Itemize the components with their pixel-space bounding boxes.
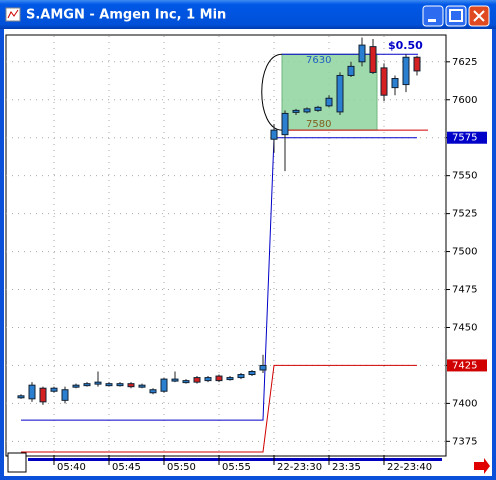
- price-marker-label: 7575: [452, 133, 477, 144]
- candle-body: [61, 389, 69, 401]
- y-tick-label: 7600: [452, 95, 477, 106]
- chart-background: [4, 29, 492, 476]
- candle-body: [94, 381, 102, 385]
- window-title: S.AMGN - Amgen Inc, 1 Min: [26, 8, 226, 23]
- x-tick-label: 22-23:40: [387, 462, 432, 473]
- minimize-button[interactable]: [422, 5, 444, 27]
- candle-body: [303, 108, 311, 113]
- candle-body: [116, 383, 124, 387]
- candle-body: [226, 377, 234, 381]
- title-bar: [0, 0, 496, 29]
- y-tick-label: 7375: [452, 436, 477, 447]
- app-icon-glyph: [7, 9, 19, 19]
- candle-body: [391, 78, 399, 89]
- candle-body: [237, 374, 245, 379]
- candle-body: [193, 377, 201, 383]
- candle-body: [270, 129, 278, 140]
- price-marker: [447, 359, 487, 372]
- candle-body: [182, 380, 190, 384]
- candle-body: [171, 378, 179, 382]
- scroll-bar: [28, 458, 442, 461]
- y-tick-label: 7625: [452, 57, 477, 68]
- y-tick-label: 7450: [452, 322, 477, 333]
- measure-low-label: 7580: [306, 119, 331, 130]
- candle-body: [281, 112, 289, 136]
- x-tick-label: 05:55: [222, 462, 251, 473]
- candle-body: [336, 74, 344, 113]
- candle-body: [347, 65, 355, 76]
- candle-body: [413, 56, 421, 72]
- candle-body: [50, 387, 58, 392]
- candle-body: [358, 44, 366, 63]
- scroll-box[interactable]: [7, 452, 27, 473]
- y-tick-label: 7400: [452, 398, 477, 409]
- candle-body: [292, 109, 300, 113]
- candle-body: [105, 383, 113, 387]
- candle-body: [325, 97, 333, 107]
- candle-body: [215, 375, 223, 382]
- candle-body: [160, 378, 168, 392]
- candle-body: [127, 383, 135, 388]
- price-marker: [447, 131, 487, 144]
- y-tick-label: 7550: [452, 171, 477, 182]
- candle-body: [39, 387, 47, 403]
- candle-body: [248, 371, 256, 376]
- y-tick-label: 7500: [452, 247, 477, 258]
- y-tick-label: 7525: [452, 209, 477, 220]
- candle-body: [259, 364, 267, 371]
- close-button[interactable]: [468, 5, 490, 27]
- candle-body: [149, 389, 157, 394]
- candle-body: [380, 67, 388, 96]
- x-tick-label: 05:40: [57, 462, 86, 473]
- price-marker-label: 7425: [452, 360, 477, 371]
- plot-frame: [5, 34, 447, 457]
- candle-body: [369, 46, 377, 73]
- scroll-arrow[interactable]: [474, 458, 490, 474]
- maximize-button[interactable]: [445, 5, 467, 27]
- stop-line: [21, 364, 417, 453]
- candle-body: [138, 384, 146, 388]
- candle-body: [83, 383, 91, 387]
- x-tick-label: 22-23:30: [277, 462, 322, 473]
- x-tick-label: 23:35: [332, 462, 361, 473]
- x-tick-label: 05:50: [167, 462, 196, 473]
- candle-body: [204, 377, 212, 382]
- candle-body: [28, 384, 36, 400]
- y-tick-label: 7475: [452, 285, 477, 296]
- candle-body: [402, 56, 410, 86]
- x-tick-label: 05:45: [112, 462, 141, 473]
- measure-diff-label: $0.50: [388, 39, 423, 52]
- stop-line: [21, 137, 417, 421]
- candle-body: [72, 384, 80, 388]
- candle-body: [314, 106, 322, 111]
- measure-high-label: 7630: [306, 55, 331, 66]
- candle-body: [17, 395, 25, 399]
